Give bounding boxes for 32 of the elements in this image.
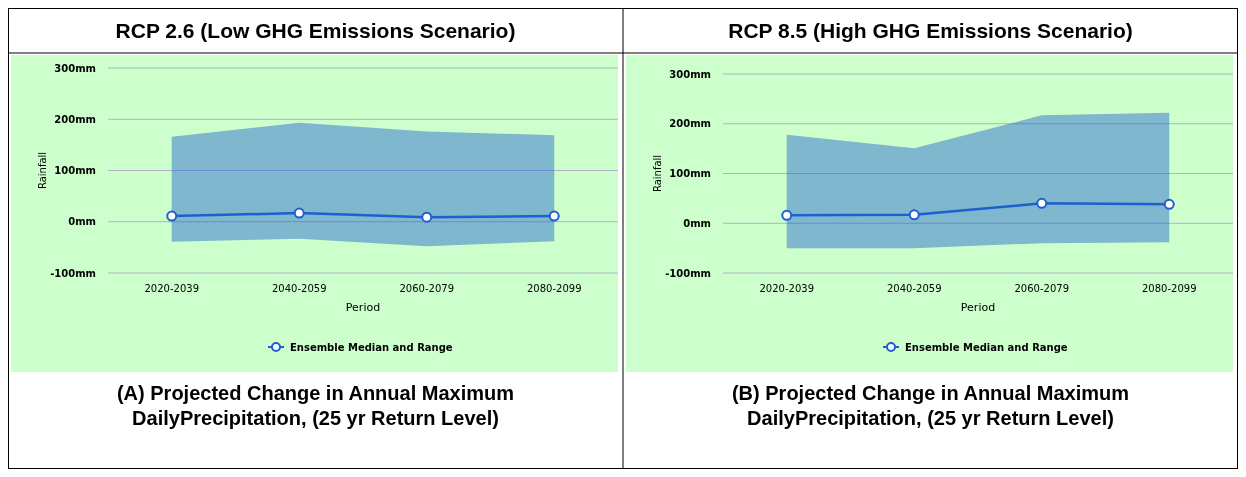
y-tick-label: 0mm	[68, 216, 96, 228]
x-tick-label: 2020-2039	[144, 283, 200, 294]
point	[1163, 198, 1175, 210]
y-tick-label: 200mm	[669, 118, 711, 130]
x-tick-label: 2040-2059	[271, 283, 327, 294]
y-tick-label: 200mm	[54, 113, 96, 125]
y-axis-title: Rainfall	[652, 154, 663, 193]
y-tick-label: 100mm	[669, 168, 711, 179]
y-tick-label: 300mm	[669, 68, 711, 80]
x-axis-title: Period	[345, 301, 381, 314]
y-tick-label: -100mm	[665, 267, 711, 279]
point	[1036, 197, 1048, 209]
y-tick-label: 300mm	[54, 62, 96, 74]
y-tick-label: 100mm	[54, 165, 96, 176]
text: (B) Projected Change in Annual Maximum DailyPrecipitation, (25 yr Return Level)	[731, 382, 1130, 429]
y-axis-title: Rainfall	[37, 151, 48, 190]
y-tick-label: 0mm	[683, 217, 711, 229]
point	[781, 209, 793, 221]
legend-label: Ensemble Median and Range	[290, 342, 453, 353]
x-tick-label: 2020-2039	[759, 283, 815, 294]
x-tick-label: 2080-2099	[526, 283, 582, 294]
x-tick-label: 2060-2079	[399, 283, 455, 294]
text: (A) Projected Change in Annual Maximum DailyPrecipitation, (25 yr Return Level)	[116, 382, 515, 429]
x-tick-label: 2080-2099	[1141, 283, 1197, 294]
legend-label: Ensemble Median and Range	[905, 342, 1068, 353]
x-tick-label: 2040-2059	[886, 283, 942, 294]
x-axis-title: Period	[960, 301, 996, 314]
chart-title: RCP 8.5 (High GHG Emissions Scenario)	[728, 19, 1133, 42]
chart-title: RCP 2.6 (Low GHG Emissions Scenario)	[115, 19, 516, 42]
y-tick-label: -100mm	[50, 267, 96, 279]
x-tick-label: 2060-2079	[1014, 283, 1070, 294]
point	[908, 209, 920, 221]
